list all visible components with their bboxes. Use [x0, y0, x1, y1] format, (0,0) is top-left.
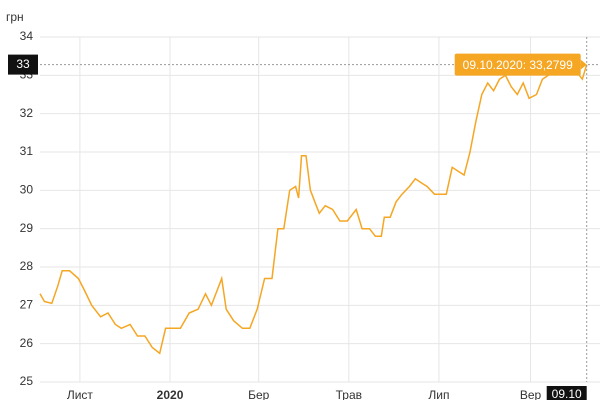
x-tick-label: Лист: [67, 388, 94, 400]
x-tick-label: Трав: [336, 388, 362, 400]
crosshair-x-label: 09.10: [552, 387, 582, 400]
y-tick-label: 26: [20, 336, 34, 350]
crosshair-y-box: [8, 54, 38, 75]
x-tick-label: Лип: [428, 388, 449, 400]
y-tick-label: 30: [20, 183, 34, 197]
x-tick-label: 2020: [157, 388, 184, 400]
y-unit: грн: [6, 10, 24, 24]
crosshair-y-label: 33: [16, 57, 30, 71]
x-tick-label: Бер: [248, 388, 270, 400]
y-tick-label: 32: [20, 106, 34, 120]
tooltip-box: [454, 53, 581, 76]
y-tick-label: 25: [20, 374, 34, 388]
tooltip-arrow: [580, 59, 587, 70]
y-tick-label: 29: [20, 221, 34, 235]
crosshair-x-box: [546, 386, 587, 400]
y-tick-label: 27: [20, 298, 34, 312]
line: [39, 58, 588, 355]
x-tick-label: Вер: [520, 388, 542, 400]
y-tick-label: 31: [20, 144, 34, 158]
y-tick-label: 34: [20, 29, 34, 43]
tooltip-text: 09.10.2020: 33,2799: [463, 58, 573, 72]
y-tick-label: 28: [20, 259, 34, 273]
